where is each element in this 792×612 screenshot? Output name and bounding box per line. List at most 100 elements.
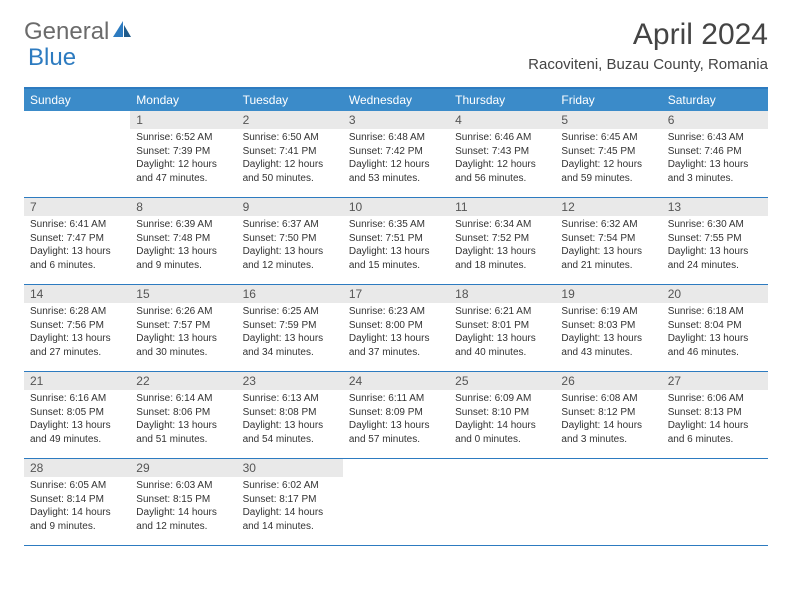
day-number: 25: [449, 372, 555, 390]
sunset-text: Sunset: 8:09 PM: [349, 406, 443, 420]
day-details: Sunrise: 6:32 AMSunset: 7:54 PMDaylight:…: [555, 216, 661, 278]
day-details: Sunrise: 6:30 AMSunset: 7:55 PMDaylight:…: [662, 216, 768, 278]
day-number: 8: [130, 198, 236, 216]
weekday-header: Monday: [130, 89, 236, 111]
day-details: Sunrise: 6:09 AMSunset: 8:10 PMDaylight:…: [449, 390, 555, 452]
daylight-text: Daylight: 13 hours and 27 minutes.: [30, 332, 124, 359]
sunrise-text: Sunrise: 6:34 AM: [455, 218, 549, 232]
day-cell: 20Sunrise: 6:18 AMSunset: 8:04 PMDayligh…: [662, 285, 768, 371]
logo-text-blue: Blue: [28, 44, 76, 71]
day-details: Sunrise: 6:46 AMSunset: 7:43 PMDaylight:…: [449, 129, 555, 191]
title-block: April 2024 Racoviteni, Buzau County, Rom…: [528, 18, 768, 73]
day-number: 11: [449, 198, 555, 216]
sunset-text: Sunset: 7:47 PM: [30, 232, 124, 246]
day-details: Sunrise: 6:28 AMSunset: 7:56 PMDaylight:…: [24, 303, 130, 365]
day-cell: 9Sunrise: 6:37 AMSunset: 7:50 PMDaylight…: [237, 198, 343, 284]
day-details: Sunrise: 6:21 AMSunset: 8:01 PMDaylight:…: [449, 303, 555, 365]
sunset-text: Sunset: 8:14 PM: [30, 493, 124, 507]
sunset-text: Sunset: 8:15 PM: [136, 493, 230, 507]
daylight-text: Daylight: 13 hours and 46 minutes.: [668, 332, 762, 359]
day-details: Sunrise: 6:18 AMSunset: 8:04 PMDaylight:…: [662, 303, 768, 365]
day-details: Sunrise: 6:16 AMSunset: 8:05 PMDaylight:…: [24, 390, 130, 452]
day-number: 28: [24, 459, 130, 477]
day-details: Sunrise: 6:48 AMSunset: 7:42 PMDaylight:…: [343, 129, 449, 191]
daylight-text: Daylight: 13 hours and 9 minutes.: [136, 245, 230, 272]
sunrise-text: Sunrise: 6:16 AM: [30, 392, 124, 406]
week-row: 21Sunrise: 6:16 AMSunset: 8:05 PMDayligh…: [24, 372, 768, 459]
day-details: Sunrise: 6:19 AMSunset: 8:03 PMDaylight:…: [555, 303, 661, 365]
sunset-text: Sunset: 7:54 PM: [561, 232, 655, 246]
sunrise-text: Sunrise: 6:05 AM: [30, 479, 124, 493]
day-cell: 23Sunrise: 6:13 AMSunset: 8:08 PMDayligh…: [237, 372, 343, 458]
day-number: 4: [449, 111, 555, 129]
day-cell: 18Sunrise: 6:21 AMSunset: 8:01 PMDayligh…: [449, 285, 555, 371]
sunset-text: Sunset: 7:46 PM: [668, 145, 762, 159]
daylight-text: Daylight: 13 hours and 30 minutes.: [136, 332, 230, 359]
day-number: 3: [343, 111, 449, 129]
day-cell: 21Sunrise: 6:16 AMSunset: 8:05 PMDayligh…: [24, 372, 130, 458]
daylight-text: Daylight: 13 hours and 12 minutes.: [243, 245, 337, 272]
sunrise-text: Sunrise: 6:28 AM: [30, 305, 124, 319]
day-details: Sunrise: 6:26 AMSunset: 7:57 PMDaylight:…: [130, 303, 236, 365]
day-cell: 5Sunrise: 6:45 AMSunset: 7:45 PMDaylight…: [555, 111, 661, 197]
sunrise-text: Sunrise: 6:02 AM: [243, 479, 337, 493]
day-number: 6: [662, 111, 768, 129]
sunrise-text: Sunrise: 6:14 AM: [136, 392, 230, 406]
daylight-text: Daylight: 13 hours and 24 minutes.: [668, 245, 762, 272]
sunrise-text: Sunrise: 6:23 AM: [349, 305, 443, 319]
day-number: 29: [130, 459, 236, 477]
day-cell: 3Sunrise: 6:48 AMSunset: 7:42 PMDaylight…: [343, 111, 449, 197]
sunset-text: Sunset: 8:10 PM: [455, 406, 549, 420]
sunset-text: Sunset: 8:12 PM: [561, 406, 655, 420]
day-cell: 2Sunrise: 6:50 AMSunset: 7:41 PMDaylight…: [237, 111, 343, 197]
day-details: Sunrise: 6:02 AMSunset: 8:17 PMDaylight:…: [237, 477, 343, 539]
day-number: 27: [662, 372, 768, 390]
daylight-text: Daylight: 12 hours and 53 minutes.: [349, 158, 443, 185]
sunrise-text: Sunrise: 6:50 AM: [243, 131, 337, 145]
sunset-text: Sunset: 7:41 PM: [243, 145, 337, 159]
sunset-text: Sunset: 7:57 PM: [136, 319, 230, 333]
daylight-text: Daylight: 13 hours and 54 minutes.: [243, 419, 337, 446]
day-number: 23: [237, 372, 343, 390]
day-details: Sunrise: 6:06 AMSunset: 8:13 PMDaylight:…: [662, 390, 768, 452]
sunrise-text: Sunrise: 6:43 AM: [668, 131, 762, 145]
sunrise-text: Sunrise: 6:52 AM: [136, 131, 230, 145]
sunrise-text: Sunrise: 6:45 AM: [561, 131, 655, 145]
weekday-header: Wednesday: [343, 89, 449, 111]
week-row: 28Sunrise: 6:05 AMSunset: 8:14 PMDayligh…: [24, 459, 768, 546]
sunset-text: Sunset: 8:13 PM: [668, 406, 762, 420]
day-number: 26: [555, 372, 661, 390]
day-details: Sunrise: 6:39 AMSunset: 7:48 PMDaylight:…: [130, 216, 236, 278]
day-details: Sunrise: 6:13 AMSunset: 8:08 PMDaylight:…: [237, 390, 343, 452]
sunset-text: Sunset: 8:00 PM: [349, 319, 443, 333]
sunset-text: Sunset: 7:52 PM: [455, 232, 549, 246]
logo-text-general: General: [24, 18, 109, 46]
day-number: 15: [130, 285, 236, 303]
weekday-header: Sunday: [24, 89, 130, 111]
daylight-text: Daylight: 13 hours and 18 minutes.: [455, 245, 549, 272]
daylight-text: Daylight: 13 hours and 43 minutes.: [561, 332, 655, 359]
sunset-text: Sunset: 7:55 PM: [668, 232, 762, 246]
day-details: Sunrise: 6:08 AMSunset: 8:12 PMDaylight:…: [555, 390, 661, 452]
day-number: 10: [343, 198, 449, 216]
month-title: April 2024: [528, 18, 768, 52]
day-cell: [662, 459, 768, 545]
day-cell: 1Sunrise: 6:52 AMSunset: 7:39 PMDaylight…: [130, 111, 236, 197]
day-number: 13: [662, 198, 768, 216]
day-details: Sunrise: 6:23 AMSunset: 8:00 PMDaylight:…: [343, 303, 449, 365]
sunset-text: Sunset: 8:06 PM: [136, 406, 230, 420]
day-cell: [24, 111, 130, 197]
header: General April 2024 Racoviteni, Buzau Cou…: [0, 0, 792, 81]
sunrise-text: Sunrise: 6:21 AM: [455, 305, 549, 319]
day-cell: 16Sunrise: 6:25 AMSunset: 7:59 PMDayligh…: [237, 285, 343, 371]
daylight-text: Daylight: 13 hours and 34 minutes.: [243, 332, 337, 359]
daylight-text: Daylight: 14 hours and 6 minutes.: [668, 419, 762, 446]
weekday-header: Tuesday: [237, 89, 343, 111]
sunrise-text: Sunrise: 6:09 AM: [455, 392, 549, 406]
daylight-text: Daylight: 13 hours and 6 minutes.: [30, 245, 124, 272]
day-cell: [555, 459, 661, 545]
daylight-text: Daylight: 13 hours and 40 minutes.: [455, 332, 549, 359]
day-details: Sunrise: 6:52 AMSunset: 7:39 PMDaylight:…: [130, 129, 236, 191]
day-cell: 17Sunrise: 6:23 AMSunset: 8:00 PMDayligh…: [343, 285, 449, 371]
day-number: 9: [237, 198, 343, 216]
